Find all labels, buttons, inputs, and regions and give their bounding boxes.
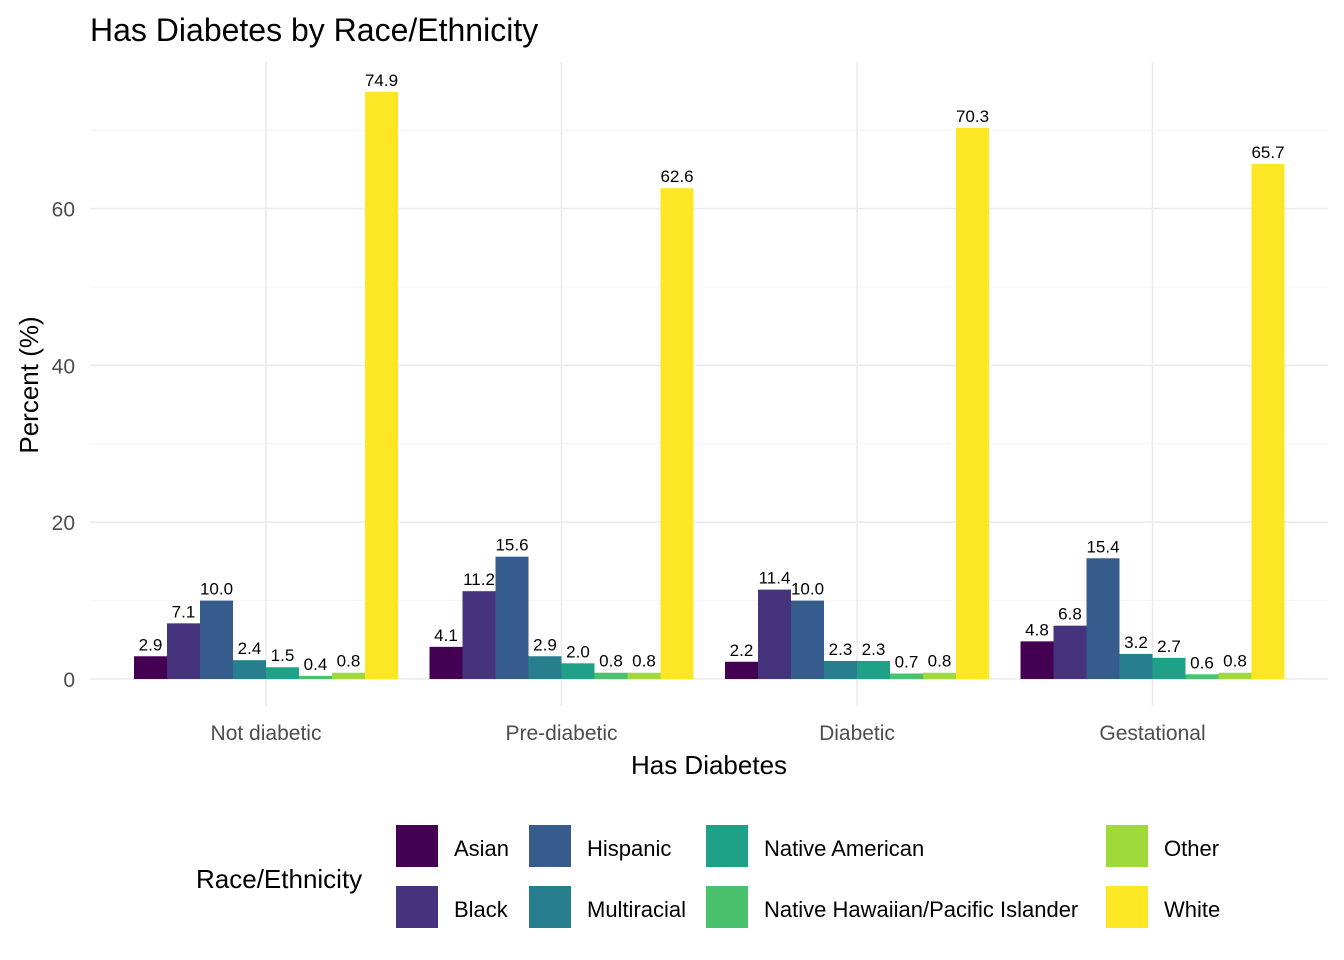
bar [429, 646, 463, 679]
bar-value-label: 0.8 [1223, 652, 1247, 671]
bar [857, 660, 890, 679]
bars [134, 91, 1285, 680]
y-axis-title: Percent (%) [14, 316, 44, 453]
bar [528, 656, 562, 679]
x-tick-label: Diabetic [819, 722, 895, 745]
bar-value-label: 2.3 [862, 640, 886, 659]
legend-label: Native Hawaiian/Pacific Islander [764, 897, 1078, 922]
bar-value-label: 74.9 [365, 71, 398, 90]
legend-label: White [1164, 897, 1220, 922]
bar [791, 600, 824, 679]
y-tick-label: 0 [63, 669, 75, 692]
bar [1251, 163, 1285, 680]
bar [299, 675, 332, 679]
y-tick-label: 20 [52, 512, 75, 535]
bar-value-label: 0.8 [632, 652, 656, 671]
bar-value-label: 6.8 [1058, 605, 1082, 624]
bar [200, 600, 233, 679]
bar-value-label: 2.9 [139, 635, 163, 654]
legend-label: Multiracial [587, 897, 686, 922]
bar [495, 556, 529, 679]
legend-swatch [706, 825, 748, 867]
bar-value-label: 4.1 [434, 626, 458, 645]
x-tick-label: Not diabetic [211, 722, 322, 745]
bar-value-label: 11.2 [463, 570, 495, 589]
legend-label: Black [454, 897, 509, 922]
bar-value-label: 0.8 [337, 652, 361, 671]
bar [462, 591, 496, 679]
bar-value-label: 0.6 [1190, 653, 1214, 672]
y-axis-ticks: 0 20 40 60 [52, 199, 75, 692]
bar [332, 672, 365, 679]
bar-value-label: 10.0 [200, 580, 233, 599]
bar-value-label: 7.1 [172, 602, 196, 621]
legend-swatch [1106, 825, 1148, 867]
legend-label: Asian [454, 836, 509, 861]
legend-title: Race/Ethnicity [196, 864, 362, 894]
bar-value-label: 4.8 [1025, 620, 1049, 639]
x-axis-title: Has Diabetes [631, 750, 787, 780]
y-tick-label: 40 [52, 355, 75, 378]
bar [1185, 674, 1219, 679]
bar [890, 673, 923, 679]
bar [660, 188, 694, 679]
legend-swatch [529, 825, 571, 867]
legend-swatch [529, 886, 571, 928]
bar [1119, 653, 1153, 679]
bar-value-label: 0.7 [895, 653, 919, 672]
bar-value-label: 0.8 [599, 652, 623, 671]
bar-value-label: 15.4 [1086, 537, 1119, 556]
bar-value-label: 70.3 [956, 107, 989, 126]
bar-value-label: 0.4 [304, 655, 328, 674]
bar [923, 672, 956, 679]
legend-swatch [396, 825, 438, 867]
bar [1152, 657, 1186, 679]
bar [1020, 641, 1054, 679]
legend: Race/Ethnicity Asian Black Hispanic Multira… [196, 825, 1220, 928]
bar [956, 127, 989, 679]
bar [561, 663, 595, 679]
bar-value-label: 2.7 [1157, 637, 1181, 656]
bar [824, 660, 857, 679]
bar-value-label: 65.7 [1251, 143, 1284, 162]
bar-value-label: 2.9 [533, 635, 557, 654]
legend-swatch [396, 886, 438, 928]
x-tick-label: Pre-diabetic [505, 722, 617, 745]
bar [1218, 672, 1252, 679]
legend-label: Hispanic [587, 836, 671, 861]
chart-title: Has Diabetes by Race/Ethnicity [90, 12, 538, 48]
bar [134, 656, 167, 679]
bar-value-label: 11.4 [759, 569, 791, 588]
bar [594, 672, 628, 679]
bar [758, 589, 791, 679]
x-axis-ticks: Not diabetic Pre-diabetic Diabetic Gestatio… [211, 722, 1206, 745]
bar [167, 623, 200, 679]
bar-value-label: 15.6 [495, 536, 528, 555]
data-labels: 2.97.110.02.4 1.5 0.4 0.874.94.111.215.62.9… [139, 71, 1285, 674]
bar-value-label: 2.3 [829, 640, 853, 659]
bar [1086, 558, 1120, 679]
bar-value-label: 10.0 [791, 580, 824, 599]
grid [90, 62, 1328, 706]
bar [725, 661, 758, 679]
bar-value-label: 2.4 [238, 639, 262, 658]
bar-value-label: 2.2 [730, 641, 754, 660]
bar [365, 91, 398, 679]
bar [627, 672, 661, 679]
bar [233, 660, 266, 679]
legend-label: Other [1164, 836, 1219, 861]
legend-label: Native American [764, 836, 924, 861]
legend-swatch [706, 886, 748, 928]
bar-value-label: 1.5 [271, 646, 295, 665]
legend-swatch [1106, 886, 1148, 928]
bar-value-label: 0.8 [928, 652, 952, 671]
y-tick-label: 60 [52, 199, 75, 222]
bar-value-label: 62.6 [660, 167, 693, 186]
bar-value-label: 2.0 [566, 642, 590, 661]
bar [266, 667, 299, 679]
bar-value-label: 3.2 [1124, 633, 1148, 652]
x-tick-label: Gestational [1099, 722, 1205, 745]
bar [1053, 625, 1087, 679]
